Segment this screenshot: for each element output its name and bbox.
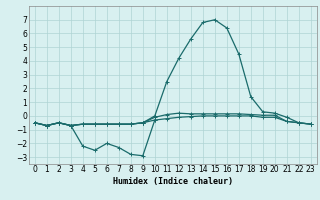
X-axis label: Humidex (Indice chaleur): Humidex (Indice chaleur) xyxy=(113,177,233,186)
